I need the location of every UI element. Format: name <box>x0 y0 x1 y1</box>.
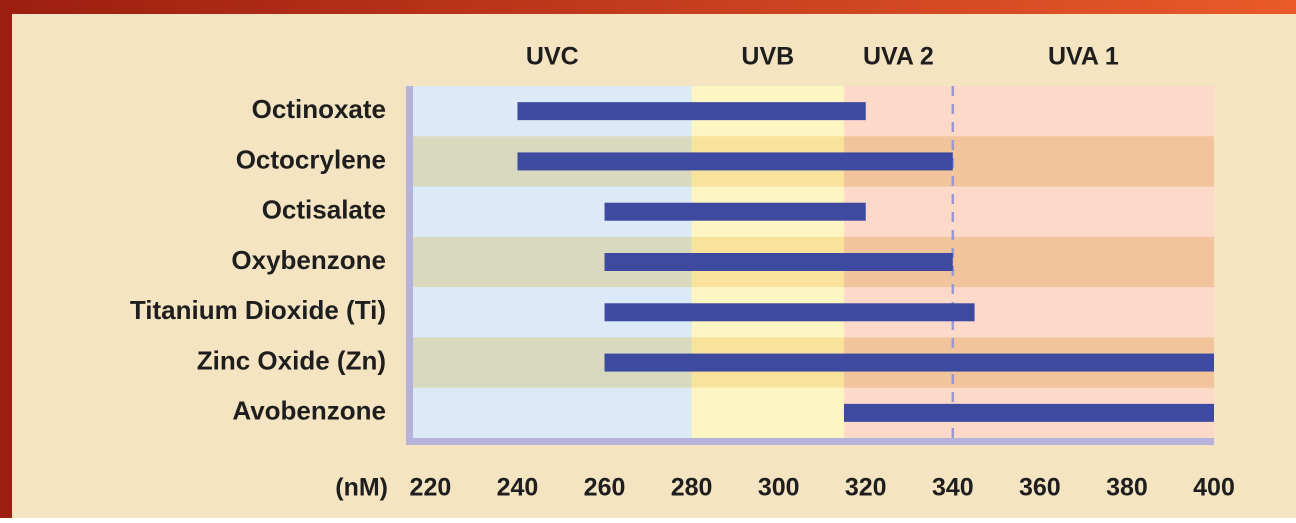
band-cell <box>952 186 1214 238</box>
x-axis <box>406 438 1214 445</box>
band-cell <box>952 287 1214 338</box>
category-label: Octinoxate <box>252 94 386 124</box>
bar <box>604 353 1214 372</box>
band-cell <box>691 387 844 439</box>
x-axis-label: (nM) <box>335 474 388 502</box>
bar <box>604 202 866 221</box>
band-cell <box>413 387 692 439</box>
x-tick-label: 220 <box>410 474 452 502</box>
category-label: Avobenzone <box>232 396 386 426</box>
bar <box>517 152 953 171</box>
band-cell <box>952 136 1214 188</box>
category-label: Octocrylene <box>236 144 386 174</box>
category-label: Oxybenzone <box>231 245 386 275</box>
x-tick-label: 300 <box>758 474 800 502</box>
x-tick-label: 340 <box>932 474 974 502</box>
x-tick-label: 280 <box>671 474 713 502</box>
x-tick-label: 400 <box>1193 474 1235 502</box>
category-label: Zinc Oxide (Zn) <box>197 345 386 375</box>
band-label: UVA 1 <box>1048 43 1119 71</box>
band-label: UVC <box>526 43 579 71</box>
y-axis <box>406 86 413 445</box>
band-label: UVB <box>741 43 794 71</box>
x-tick-label: 380 <box>1106 474 1148 502</box>
band-cell <box>952 236 1214 288</box>
x-tick-label: 360 <box>1019 474 1061 502</box>
category-label: Octisalate <box>262 195 386 225</box>
bar <box>604 303 975 322</box>
x-tick-label: 320 <box>845 474 887 502</box>
bar <box>517 102 866 121</box>
category-label: Titanium Dioxide (Ti) <box>130 295 386 325</box>
x-tick-label: 240 <box>497 474 539 502</box>
band-label: UVA 2 <box>863 43 934 71</box>
bar <box>843 403 1214 422</box>
x-tick-label: 260 <box>584 474 626 502</box>
band-cell <box>952 86 1214 137</box>
bar <box>604 253 953 271</box>
